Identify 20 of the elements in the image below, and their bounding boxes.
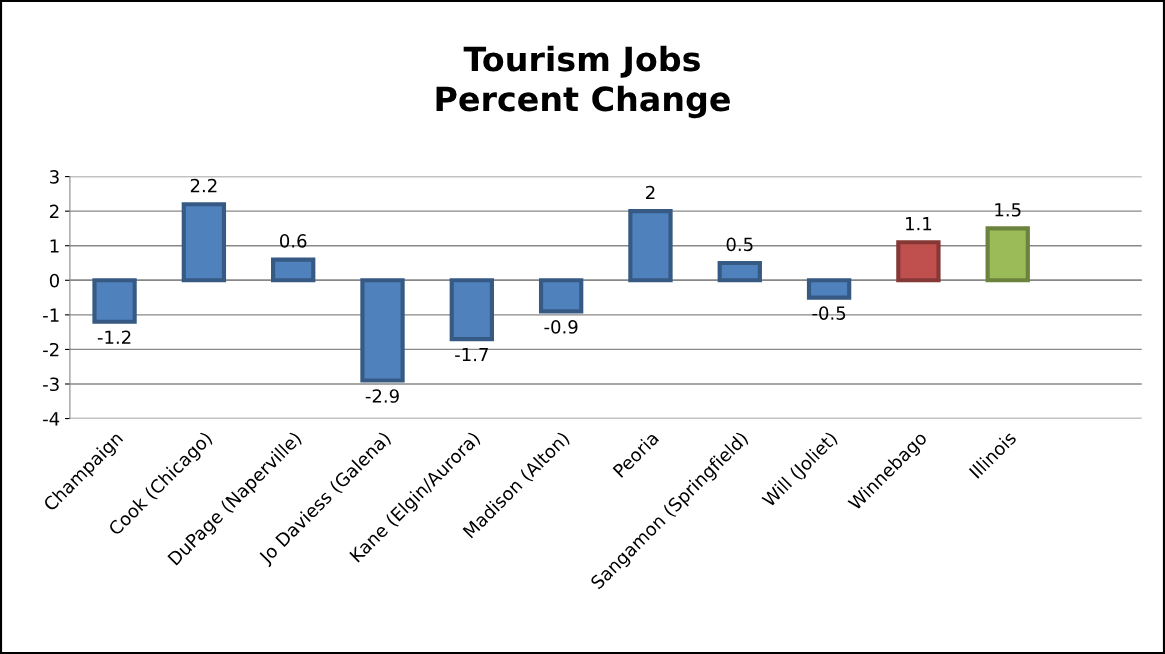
data-label: 0.5: [726, 237, 753, 252]
data-label: -2.9: [365, 389, 399, 403]
data-label: -1.7: [455, 347, 488, 362]
y-tick-label: 2: [50, 204, 59, 219]
y-tick-label: -3: [43, 377, 59, 392]
data-label: 1.1: [906, 217, 932, 231]
data-label: 2: [646, 185, 655, 200]
y-tick-label: 0: [49, 273, 59, 288]
data-label: -0.9: [544, 320, 578, 334]
chart-title: Tourism Jobs Percent Change: [436, 45, 730, 119]
data-label: -1.2: [97, 330, 131, 344]
data-label: 2.2: [190, 178, 217, 193]
data-label: 1.5: [995, 203, 1021, 217]
y-tick-label: 3: [50, 170, 59, 184]
y-tick-label: -4: [43, 412, 60, 426]
y-tick-label: 1: [50, 239, 59, 253]
data-label: 0.6: [280, 234, 307, 248]
y-tick-label: -1: [43, 308, 59, 322]
data-label: -0.5: [812, 306, 846, 320]
y-tick-label: -2: [43, 342, 59, 357]
